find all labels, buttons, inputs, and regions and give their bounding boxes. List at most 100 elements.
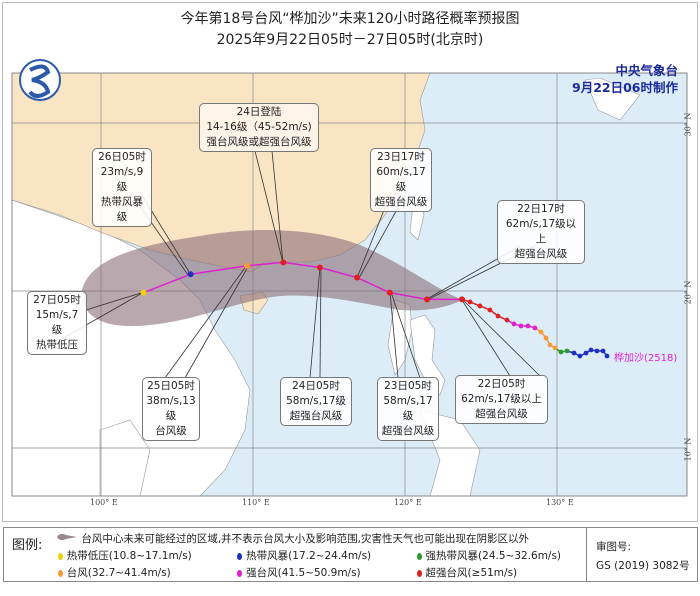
past-track-point — [558, 349, 564, 355]
label-22-05: 22日05时 62m/s,17级以上 超强台风级 — [455, 375, 548, 424]
label-level: 台风级 — [155, 425, 187, 437]
label-23-05: 23日05时 58m/s,17级超强台风级 — [377, 377, 439, 441]
cma-logo — [19, 59, 61, 101]
label-time: 24日05时 — [292, 380, 340, 392]
label-wind: 15m/s,7级 — [35, 309, 79, 336]
label-time: 22日05时 — [477, 378, 526, 390]
category-dot-icon — [237, 569, 243, 577]
category-dot-icon — [416, 569, 422, 577]
legend-item-sts: 强热带风暴(24.5~32.6m/s) — [416, 548, 562, 563]
label-time: 23日05时 — [384, 380, 432, 392]
label-wind: 62m/s,17级以上 — [461, 393, 542, 405]
legend-item-ty: 台风(32.7~41.4m/s) — [57, 565, 171, 580]
legend-item-label: 热带风暴(17.2~24.4m/s) — [246, 550, 372, 562]
past-track-point — [571, 350, 577, 356]
past-track-point — [600, 348, 606, 354]
label-time: 27日05时 — [33, 294, 81, 306]
label-wind: 38m/s,13级 — [146, 395, 196, 422]
label-25-05: 25日05时 38m/s,13级台风级 — [142, 377, 200, 441]
past-track-point — [564, 348, 570, 354]
label-wind: 60m/s,17级 — [376, 166, 426, 193]
typhoon-name-label: 桦加沙(2518) — [614, 353, 678, 364]
forecast-point — [459, 296, 465, 303]
label-time: 24日登陆 — [236, 106, 282, 118]
label-landfall: 24日登陆 14-16级（45-52m/s) 强台风级或超强台风级 — [199, 103, 319, 152]
past-track-point — [552, 345, 558, 351]
past-track-point — [487, 307, 493, 313]
label-wind: 23m/s,9级 — [100, 166, 144, 193]
past-track-point — [495, 313, 501, 319]
label-26-05: 26日05时 23m/s,9级 热带风暴级 — [92, 148, 152, 227]
past-track-point — [547, 342, 553, 348]
map-title: 今年第18号台风“桦加沙”未来120小时路径概率预报图 — [180, 11, 520, 27]
agency-name: 中央气象台 — [615, 63, 678, 78]
past-track-point — [604, 353, 610, 359]
forecast-point — [243, 262, 250, 269]
legend-item-superty: 超强台风(≥51m/s) — [416, 565, 518, 580]
legend-cone: 台风中心未来可能经过的区域,并不表示台风大小及影响范围,灾害性天气也可能出现在阴… — [56, 531, 529, 546]
review-number: GS (2019) 3082号 — [596, 560, 690, 572]
past-track-point — [511, 321, 517, 327]
past-track-point — [477, 303, 483, 309]
issue-time: 9月22日06时制作 — [572, 80, 678, 95]
cone-swatch-icon — [57, 533, 77, 541]
lon-label-110: 110° E — [242, 498, 270, 507]
category-dot-icon — [237, 552, 243, 560]
forecast-point — [187, 271, 194, 278]
forecast-point — [316, 264, 323, 271]
legend: 图例: 台风中心未来可能经过的区域,并不表示台风大小及影响范围,灾害性天气也可能… — [3, 527, 698, 582]
label-22-17: 22日17时 62m/s,17级以上超强台风级 — [497, 200, 585, 264]
legend-item-label: 强热带风暴(24.5~32.6m/s) — [425, 550, 562, 562]
label-time: 22日17时 — [517, 203, 565, 215]
label-wind: 62m/s,17级以上 — [505, 218, 577, 245]
legend-cone-text: 台风中心未来可能经过的区域,并不表示台风大小及影响范围,灾害性天气也可能出现在阴… — [81, 533, 530, 545]
forecast-point — [140, 289, 147, 296]
forecast-point — [354, 274, 361, 281]
past-track-point — [532, 325, 538, 331]
lat-label-20: 20° N — [683, 280, 693, 305]
past-track-point — [525, 323, 531, 329]
forecast-point — [424, 296, 431, 303]
legend-item-sty: 强台风(41.5~50.9m/s) — [237, 565, 361, 580]
frame — [2, 2, 698, 522]
label-wind: 58m/s,17级 — [383, 395, 433, 422]
past-track-point — [504, 317, 510, 323]
category-dot-icon — [416, 552, 422, 560]
label-wind: 14-16级（45-52m/s) — [206, 121, 312, 133]
label-level: 超强台风级 — [475, 408, 528, 420]
probability-cone — [81, 230, 463, 327]
lon-label-100: 100° E — [90, 498, 118, 507]
lon-label-130: 130° E — [546, 498, 574, 507]
legend-item-label: 热带低压(10.8~17.1m/s) — [66, 550, 192, 562]
philippines — [409, 314, 446, 396]
past-track-point — [543, 335, 549, 341]
label-level: 超强台风级 — [381, 425, 435, 437]
past-track-point — [588, 347, 594, 353]
label-27-05: 27日05时 15m/s,7级热带低压 — [27, 291, 87, 355]
legend-item-label: 台风(32.7~41.4m/s) — [66, 567, 171, 579]
forecast-point — [280, 259, 287, 266]
label-level: 超强台风级 — [374, 196, 428, 208]
past-track-point — [518, 323, 524, 329]
legend-item-td: 热带低压(10.8~17.1m/s) — [57, 548, 192, 563]
label-23-17: 23日17时 60m/s,17级超强台风级 — [370, 148, 432, 212]
label-time: 25日05时 — [147, 380, 195, 392]
lon-label-120: 120° E — [394, 498, 422, 507]
past-track-point — [594, 348, 600, 354]
legend-item-label: 超强台风(≥51m/s) — [425, 567, 518, 579]
label-level: 超强台风级 — [514, 248, 568, 260]
label-level: 热带风暴级 — [101, 196, 143, 223]
label-time: 23日17时 — [377, 151, 425, 163]
past-track-point — [583, 350, 589, 356]
label-wind: 58m/s,17级 — [286, 395, 346, 407]
review-label: 审图号: — [596, 541, 632, 553]
past-track-point — [538, 329, 544, 335]
label-level: 强台风级或超强台风级 — [206, 136, 312, 148]
forecast-point — [386, 289, 393, 296]
label-level: 超强台风级 — [289, 410, 343, 422]
legend-title: 图例: — [12, 538, 43, 553]
label-time: 26日05时 — [98, 151, 146, 163]
label-level: 热带低压 — [36, 339, 78, 351]
category-dot-icon — [57, 552, 63, 560]
